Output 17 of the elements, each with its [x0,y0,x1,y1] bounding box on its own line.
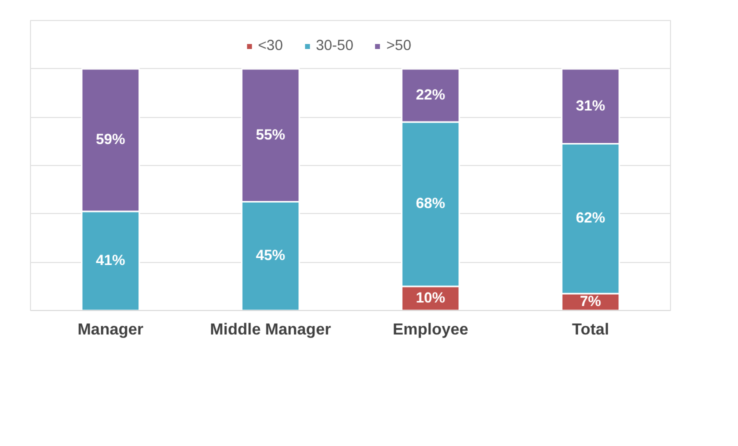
data-label: 22% [416,87,446,104]
data-label: 45% [256,248,286,264]
data-label: 10% [416,290,446,306]
legend-label: <30 [258,38,283,54]
data-label: 31% [576,98,606,114]
data-label: 7% [580,294,602,310]
legend-label: >50 [386,38,412,54]
data-label: 62% [576,210,606,227]
data-label: 41% [96,252,126,269]
x-tick-label: Employee [392,322,468,338]
x-tick-label: Middle Manager [210,322,331,338]
legend-label: 30-50 [316,38,354,54]
x-tick-label: Total [572,322,610,338]
data-label: 55% [256,127,286,144]
x-tick-label: Manager [78,322,144,338]
data-label: 68% [416,196,446,212]
data-label: 59% [96,132,126,148]
